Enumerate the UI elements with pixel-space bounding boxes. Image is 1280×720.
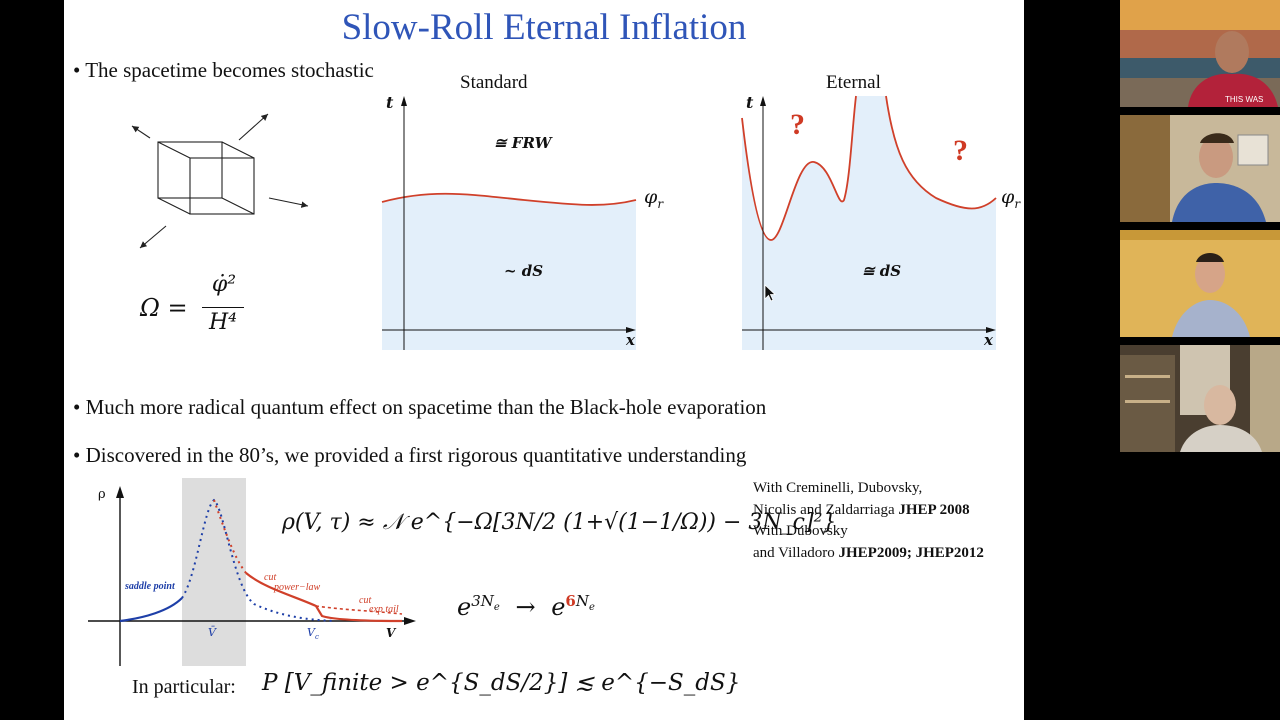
reference-line: With Creminelli, Dubovsky, [753, 480, 923, 496]
mouse-pointer-icon [764, 284, 777, 302]
eternal-phi-label: φr [1001, 186, 1021, 211]
standard-panel [381, 96, 637, 350]
rho-axis-label: ρ [98, 487, 106, 502]
standard-frw-label: ≅ FRW [494, 134, 552, 152]
v-bar-tick: V̄ [208, 626, 216, 639]
standard-t-axis: t [386, 93, 394, 112]
eternal-x-axis: x [984, 331, 993, 349]
eternal-t-axis: t [746, 93, 754, 112]
eternal-panel [741, 95, 997, 350]
slide-title: Slow-Roll Eternal Inflation [341, 7, 747, 48]
participant-video-1[interactable]: THIS WAS [1120, 0, 1280, 107]
panel-label-standard: Standard [460, 72, 528, 93]
participant-gallery: THIS WAS [1120, 0, 1280, 720]
participant-video-4[interactable] [1120, 345, 1280, 452]
rho-formula: ρ(V, τ) ≈ 𝒩 e^{−Ω[3N/2 (1+√(1−1/Ω)) − 3N… [282, 510, 837, 535]
saddle-point-label: saddle point [125, 581, 175, 592]
bullet-discovered: • Discovered in the 80’s, we provided a … [73, 443, 747, 467]
participant-video-3[interactable] [1120, 230, 1280, 337]
rho-distribution-plot [88, 478, 416, 666]
omega-lhs: Ω = [140, 294, 188, 322]
vc-tick: Vc [307, 626, 319, 642]
standard-phi-label: φr [644, 186, 664, 211]
cut-label-2: cut [359, 595, 372, 606]
bullet-radical: • Much more radical quantum effect on sp… [73, 395, 767, 419]
reference-line: and Villadoro JHEP2009; JHEP2012 [753, 544, 984, 561]
omega-numerator: φ̇² [211, 272, 237, 297]
reference-line: With Dubovsky [753, 523, 848, 539]
cube-diagram [131, 113, 309, 249]
participant-video-2[interactable] [1120, 115, 1280, 222]
standard-x-axis: x [626, 331, 635, 349]
omega-fraction-bar [202, 307, 244, 308]
cut-label-1: cut [264, 572, 277, 583]
v-axis-label: V [386, 626, 396, 640]
panel-label-eternal: Eternal [826, 72, 881, 93]
particular-formula: P [V_finite > e^{S_dS/2}] ≲ e^{−S_dS} [262, 670, 741, 696]
question-mark-2: ? [953, 134, 968, 167]
shirt-text: THIS WAS [1225, 95, 1263, 104]
in-particular-label: In particular: [132, 676, 236, 698]
power-law-label: power−law [274, 582, 321, 593]
omega-denominator: H⁴ [208, 310, 237, 335]
reference-line: Nicolis and Zaldarriaga JHEP 2008 [753, 501, 970, 518]
presentation-slide: Slow-Roll Eternal Inflation • The spacet… [64, 0, 1024, 720]
exp-tail-label: exp tail [369, 604, 399, 615]
references: With Creminelli, Dubovsky, Nicolis and Z… [753, 478, 984, 564]
efolds-formula: e3Ne → e6Ne [457, 592, 595, 621]
standard-ds-label: ~ dS [504, 262, 544, 280]
eternal-ds-label: ≅ dS [862, 262, 902, 280]
question-mark-1: ? [790, 108, 805, 141]
bullet-stochastic: • The spacetime becomes stochastic [73, 58, 374, 82]
